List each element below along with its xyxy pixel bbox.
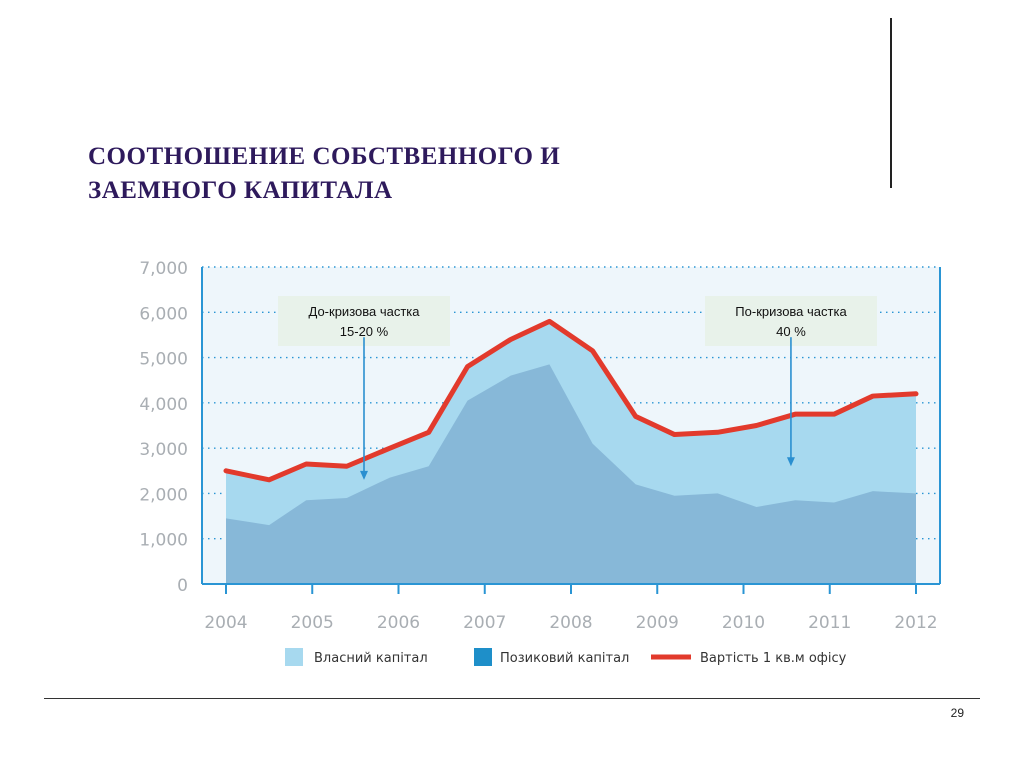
footer-divider: [44, 698, 980, 699]
annotation-label: По-кризова частка: [735, 304, 847, 319]
legend-label-office-price: Вартість 1 кв.м офісу: [700, 651, 847, 666]
x-tick-label: 2006: [377, 613, 420, 633]
y-axis-ticks: 7,000 6,000 5,000 4,000 3,000 2,000 1,000 0: [139, 259, 188, 596]
y-tick-label: 2,000: [139, 485, 188, 505]
arrow-head-icon: [786, 457, 795, 467]
y-tick-label: 1,000: [139, 531, 188, 551]
legend-label-own-capital: Власний капітал: [314, 651, 428, 666]
legend-swatch-own-capital: [285, 648, 303, 666]
arrow-head-icon: [360, 470, 368, 480]
y-tick-label: 5,000: [139, 350, 188, 370]
y-tick-label: 4,000: [139, 395, 188, 415]
annotation-value: 40 %: [776, 324, 806, 339]
annotation-label: До-кризова частка: [309, 304, 421, 319]
office-price-line: [223, 318, 919, 483]
chart-annotations: До-кризова частка 15-20 % По-кризова частк…: [278, 296, 877, 480]
x-tick-label: 2004: [204, 613, 247, 633]
legend-swatch-borrowed-capital: [474, 648, 492, 666]
x-tick-label: 2012: [894, 613, 937, 633]
x-tick-label: 2008: [549, 613, 592, 633]
capital-ratio-chart: 7,000 6,000 5,000 4,000 3,000 2,000 1,000 0 200…: [139, 259, 941, 666]
y-tick-label: 7,000: [139, 259, 188, 279]
page-number: 29: [950, 706, 964, 720]
borrowed-capital-area: [226, 364, 916, 584]
y-tick-label: 6,000: [139, 304, 188, 324]
x-axis-ticks: 2004 2005 2006 2007 2008 2009 2010 2011 2012: [204, 584, 938, 633]
decorative-vertical-line: [890, 18, 892, 188]
x-tick-label: 2009: [636, 613, 679, 633]
x-tick-label: 2011: [808, 613, 851, 633]
x-tick-label: 2005: [291, 613, 334, 633]
legend-label-borrowed-capital: Позиковий капітал: [500, 651, 629, 666]
slide-title-line-2: ЗАЕМНОГО КАПИТАЛА: [88, 177, 393, 204]
annotation-value: 15-20 %: [340, 324, 389, 339]
x-tick-label: 2010: [722, 613, 765, 633]
slide-title: СООТНОШЕНИЕ СОБСТВЕННОГО И ЗАЕМНОГО КАПИ…: [88, 140, 708, 208]
y-tick-label: 0: [177, 576, 188, 596]
x-tick-label: 2007: [463, 613, 506, 633]
chart-legend: Власний капітал Позиковий капітал Вартість…: [285, 648, 847, 666]
y-tick-label: 3,000: [139, 440, 188, 460]
slide-title-line-1: СООТНОШЕНИЕ СОБСТВЕННОГО И: [88, 143, 561, 170]
